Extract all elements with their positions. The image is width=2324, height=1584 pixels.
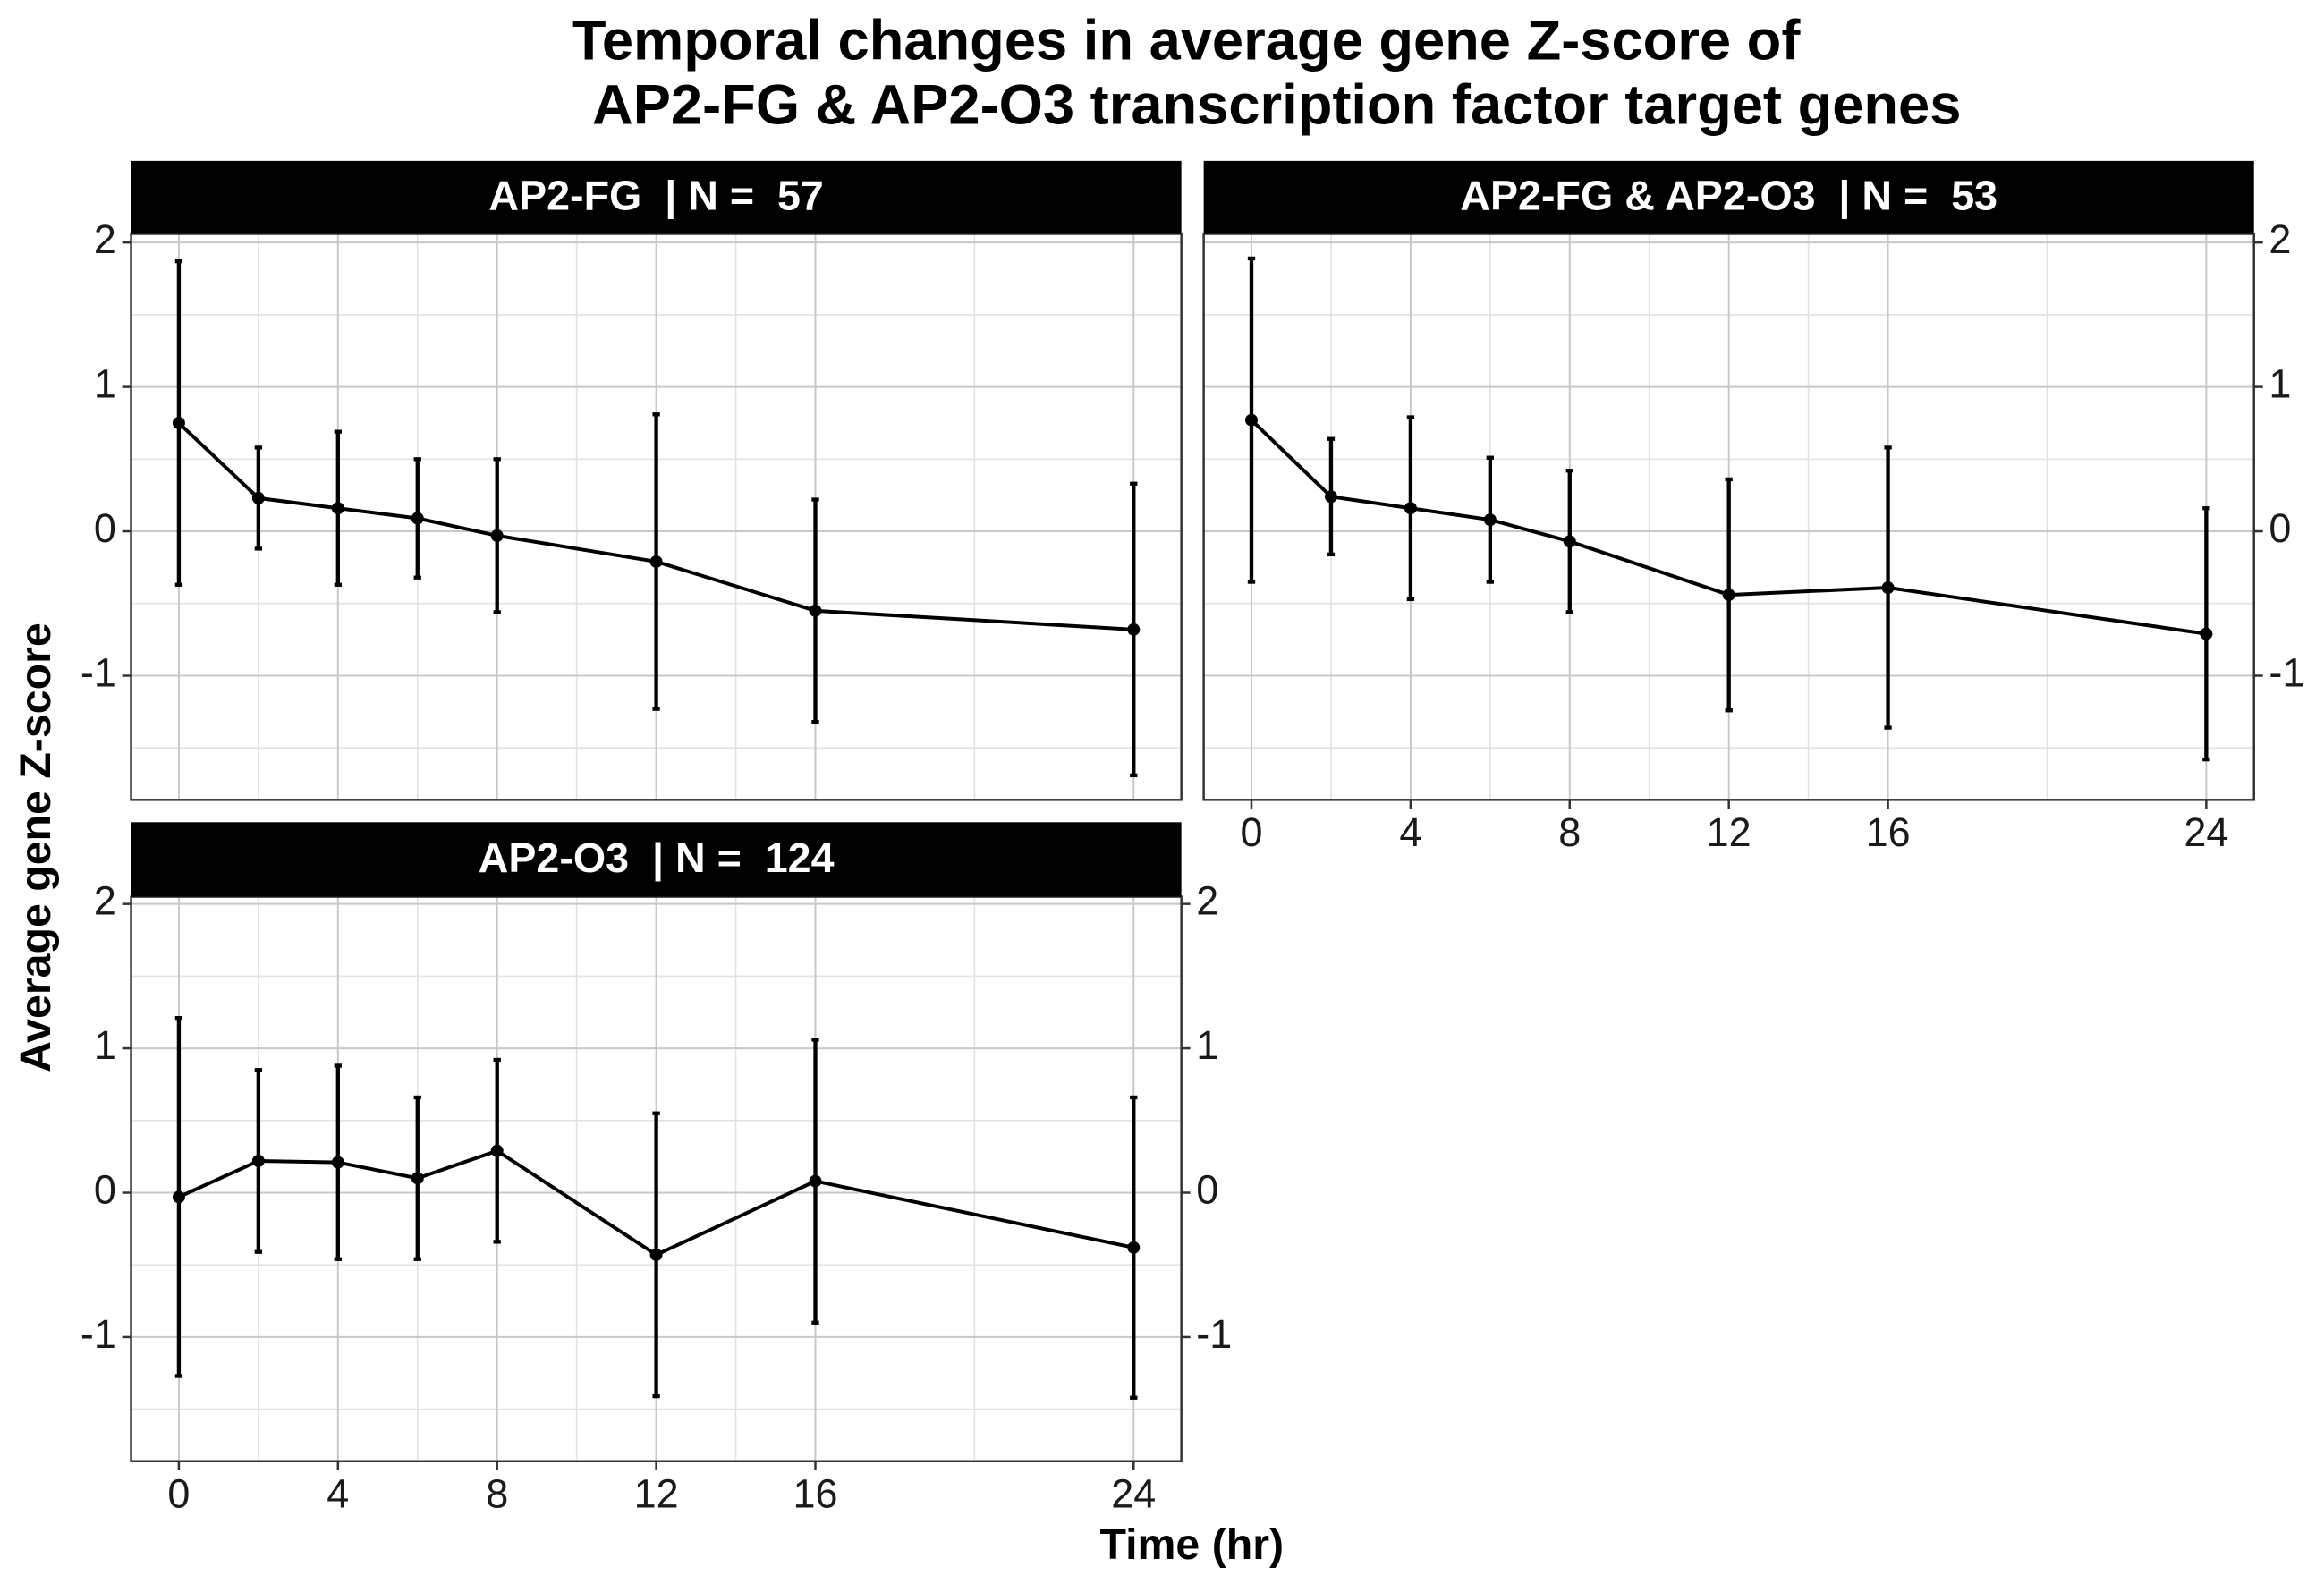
x-tick-label: 4 [1399, 809, 1421, 855]
x-tick-label: 24 [2184, 809, 2228, 855]
y-tick-label: 1 [94, 1022, 116, 1068]
point [1127, 1241, 1141, 1254]
y-tick-label: 1 [1196, 1022, 1218, 1068]
strip-title: AP2-O3 | N = 124 [479, 834, 835, 881]
x-tick-label: 16 [1866, 809, 1911, 855]
point [1483, 513, 1497, 527]
strip [131, 160, 1182, 234]
point [1563, 535, 1576, 548]
x-axis-title: Time (hr) [1099, 1520, 1284, 1569]
x-tick-label: 12 [1707, 809, 1751, 855]
series-line [1250, 419, 2207, 636]
point [809, 1174, 822, 1188]
point [251, 1154, 265, 1167]
y-tick-label: -1 [2269, 649, 2304, 695]
point [809, 604, 822, 617]
point [1881, 581, 1895, 595]
series-line [177, 421, 1134, 631]
strip-title: AP2-FG | N = 57 [488, 173, 824, 219]
y-tick-label: 2 [1196, 878, 1218, 924]
point [490, 529, 504, 542]
x-tick-label: 12 [634, 1471, 679, 1517]
point [172, 1190, 185, 1204]
point [331, 502, 344, 515]
strip [131, 822, 1182, 897]
point [649, 555, 663, 568]
y-tick-label: 0 [94, 1166, 116, 1212]
point [172, 416, 185, 429]
y-tick-label: 1 [2269, 360, 2291, 406]
point [490, 1144, 504, 1157]
panel-border [130, 233, 1183, 801]
point [1324, 490, 1337, 504]
x-tick-label: 0 [167, 1471, 190, 1517]
point [2200, 627, 2213, 640]
x-tick-label: 8 [486, 1471, 508, 1517]
point [251, 491, 265, 504]
point [1722, 589, 1735, 602]
chart-title: AP2-FG & AP2-O3 transcription factor tar… [592, 73, 1961, 136]
y-tick-label: 1 [94, 360, 116, 406]
y-tick-label: 0 [1196, 1166, 1218, 1212]
x-tick-label: 0 [1240, 809, 1262, 855]
y-tick-label: -1 [81, 649, 116, 695]
y-tick-label: 0 [94, 505, 116, 551]
point [649, 1248, 663, 1261]
y-tick-label: 0 [2269, 505, 2291, 551]
y-tick-label: -1 [81, 1311, 116, 1357]
point [411, 512, 424, 525]
y-tick-label: 2 [94, 216, 116, 262]
x-tick-label: 8 [1558, 809, 1581, 855]
point [1404, 502, 1417, 515]
strip [1203, 160, 2254, 234]
point [1245, 413, 1258, 427]
point [1127, 623, 1141, 636]
y-tick-label: 2 [94, 878, 116, 924]
strip-title: AP2-FG & AP2-O3 | N = 53 [1460, 173, 1997, 219]
series-line [178, 1148, 1134, 1258]
x-tick-label: 4 [327, 1471, 349, 1517]
y-axis-title: Average gene Z-score [12, 623, 60, 1072]
point [331, 1156, 344, 1169]
chart-title: Temporal changes in average gene Z-score… [572, 10, 1801, 72]
x-tick-label: 24 [1111, 1471, 1156, 1517]
y-tick-label: -1 [1196, 1311, 1232, 1357]
y-tick-label: 2 [2269, 216, 2291, 262]
point [411, 1172, 424, 1185]
x-tick-label: 16 [793, 1471, 837, 1517]
